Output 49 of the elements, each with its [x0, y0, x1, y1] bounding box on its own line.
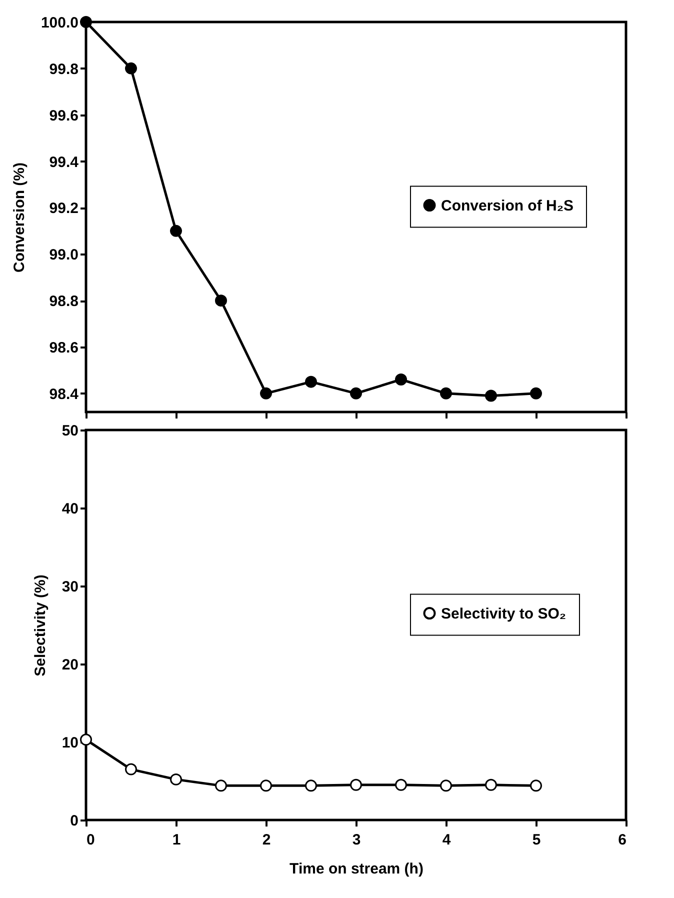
y-tick-label: 20 — [62, 656, 78, 674]
y-tick-label: 98.6 — [49, 340, 78, 356]
point — [485, 778, 497, 791]
point — [305, 780, 317, 792]
point — [530, 387, 542, 400]
y-tick-label: 50 — [62, 422, 78, 440]
y-tick-label: 100.0 — [40, 14, 78, 32]
y-tick-label: 0 — [70, 812, 78, 830]
legend-label: Conversion of H₂S — [441, 197, 574, 214]
point — [125, 62, 137, 74]
point — [125, 763, 137, 776]
point — [170, 224, 182, 237]
point — [80, 16, 92, 28]
point — [305, 376, 317, 388]
y-tick-label: 98.4 — [49, 386, 80, 403]
y-tick-label: 99.0 — [49, 246, 78, 264]
x-axis-title: Time on stream (h) — [290, 860, 424, 878]
legend-label: Selectivity to SO₂ — [441, 605, 566, 622]
point — [530, 780, 542, 792]
point — [395, 374, 407, 386]
y-tick-label: 99.2 — [49, 200, 78, 218]
x-tick-label: 1 — [172, 832, 181, 848]
point — [215, 294, 227, 307]
point — [440, 780, 452, 792]
point — [260, 387, 272, 400]
x-tick-label: 6 — [618, 832, 626, 848]
point — [440, 387, 452, 400]
x-tick-label: 2 — [262, 832, 271, 848]
x-tick-label: 5 — [532, 832, 541, 848]
point — [350, 387, 362, 400]
y-tick-label: 10 — [62, 734, 78, 752]
y-tick-label: 99.8 — [49, 60, 78, 78]
y-tick-label: 30 — [62, 578, 78, 596]
y-axis-title: Conversion (%) — [10, 162, 28, 273]
point — [395, 778, 407, 791]
point — [350, 778, 362, 791]
x-tick-label: 4 — [442, 832, 452, 848]
y-tick-label: 98.8 — [49, 293, 78, 310]
point — [80, 734, 92, 746]
point — [485, 390, 497, 402]
point — [170, 773, 182, 786]
x-tick-label: 0 — [86, 832, 95, 848]
y-tick-label: 40 — [62, 500, 78, 518]
y-tick-label: 99.4 — [49, 154, 80, 171]
x-tick-label: 3 — [352, 832, 361, 848]
y-tick-label: 99.6 — [49, 107, 78, 124]
point — [260, 780, 272, 792]
point — [215, 780, 227, 792]
y-axis-title: Selectivity (%) — [32, 574, 49, 676]
